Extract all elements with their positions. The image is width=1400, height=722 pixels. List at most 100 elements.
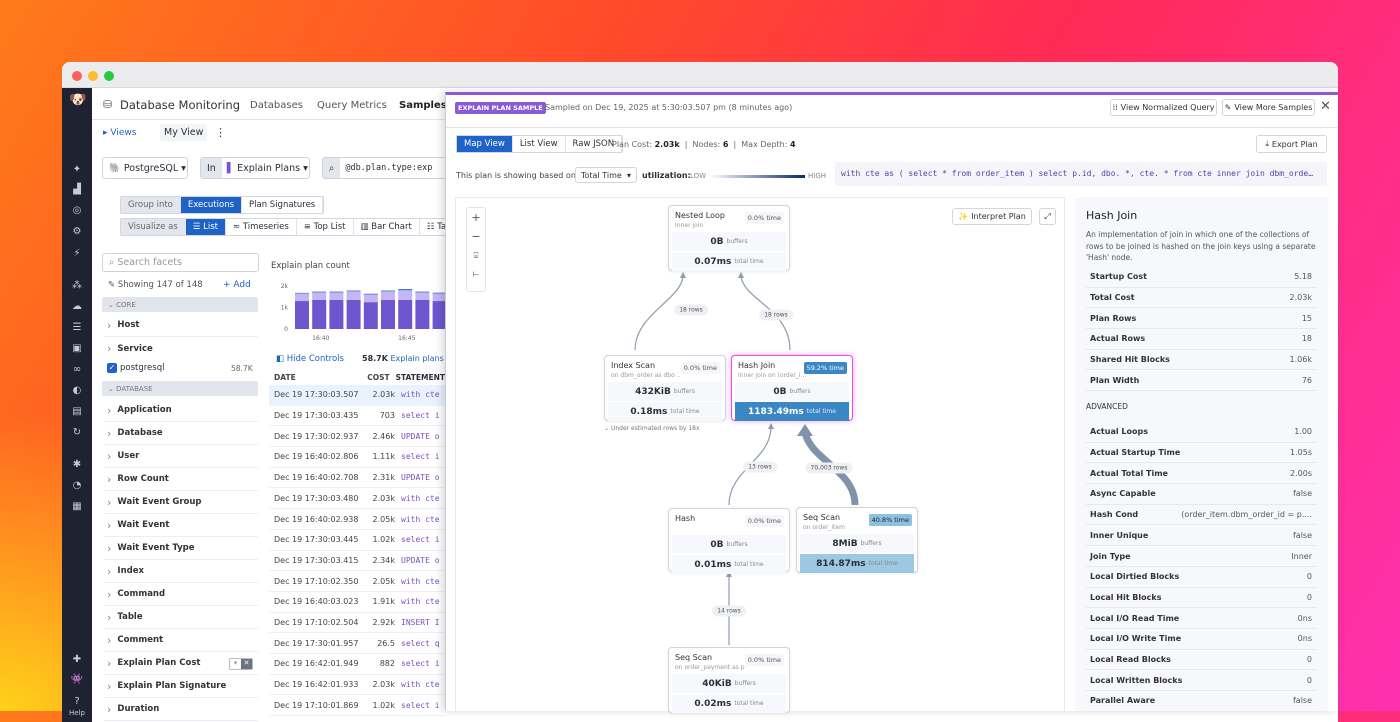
plan-node[interactable]: Hash Join Inner join on (order_i... 59.2… [731, 355, 853, 421]
avatar-icon[interactable]: 👾 [70, 674, 84, 685]
dataset-select[interactable]: In ▌ Explain Plans ▾ [200, 157, 310, 179]
viz-list[interactable]: ☰ List [185, 219, 226, 235]
logs-icon[interactable]: ☰ [72, 322, 82, 333]
clear-filter-icon[interactable]: ✕ [241, 659, 252, 669]
group-executions[interactable]: Executions [180, 197, 243, 213]
hide-controls-button[interactable]: ◧ Hide Controls [276, 354, 344, 364]
table-row[interactable]: Dec 19 17:30:03.507 2.03k with cte [269, 385, 445, 406]
table-row[interactable]: Dec 19 17:30:03.445 1.02k select i [269, 530, 445, 551]
bar-segment[interactable] [415, 291, 430, 293]
facet-search-input[interactable]: ⌕ Search facets [102, 253, 259, 272]
close-window-button[interactable] [72, 71, 82, 81]
my-view-button[interactable]: My View [160, 124, 208, 141]
fit-view-icon[interactable]: ⌻ [473, 251, 479, 260]
viz-bar-chart[interactable]: ▥ Bar Chart [354, 219, 420, 235]
bar-segment[interactable] [295, 301, 309, 329]
table-row[interactable]: Dec 19 17:10:02.504 2.92k INSERT I [269, 613, 445, 634]
link-icon[interactable]: ∞ [72, 364, 82, 375]
infra-icon[interactable]: ⁂ [72, 280, 82, 291]
table-row[interactable]: Dec 19 16:40:02.806 1.11k select i [269, 447, 445, 468]
tab-map-view[interactable]: Map View [457, 136, 513, 152]
view-more-samples-button[interactable]: ✎ View More Samples [1222, 99, 1315, 116]
more-options-button[interactable]: ⋮ [215, 126, 226, 139]
synthetics-icon[interactable]: ↻ [72, 427, 82, 438]
cloud-icon[interactable]: ☁ [72, 301, 82, 312]
table-row[interactable]: Dec 19 17:30:01.957 26.5 select q [269, 633, 445, 655]
bar-segment[interactable] [312, 291, 327, 293]
section-core[interactable]: ⌄ CORE [102, 297, 258, 312]
target-icon[interactable]: ◎ [72, 205, 82, 216]
tab-databases[interactable]: Databases [250, 100, 303, 111]
fullscreen-icon[interactable]: ⤢ [1039, 208, 1056, 225]
bar-segment[interactable] [329, 291, 344, 293]
col-statement[interactable]: STATEMENT [395, 373, 445, 383]
table-row[interactable]: Dec 19 16:40:03.023 1.91k with cte [269, 592, 445, 613]
bolt-icon[interactable]: ⚡ [73, 248, 81, 259]
bar-segment[interactable] [415, 299, 430, 329]
bar-segment[interactable] [398, 299, 413, 329]
plan-node[interactable]: Index Scan on dbm_order as dbo ... 0.0% … [604, 355, 726, 421]
bar-segment[interactable] [346, 291, 361, 300]
bar-segment[interactable] [432, 293, 445, 302]
viz-top-list[interactable]: ≡ Top List [297, 219, 354, 235]
minimize-window-button[interactable] [88, 71, 98, 81]
plan-map-canvas[interactable] [455, 197, 1065, 711]
table-row[interactable]: Dec 19 16:40:02.708 2.31k UPDATE o [269, 468, 445, 489]
facet-service[interactable]: Service [104, 337, 258, 360]
bug-icon[interactable]: ✱ [72, 459, 82, 470]
viz-timeseries[interactable]: ≈ Timeseries [226, 219, 297, 235]
chart-icon[interactable]: ▟ [73, 184, 81, 195]
bar-segment[interactable] [346, 290, 361, 292]
section-database[interactable]: ⌄ DATABASE [102, 381, 258, 396]
plan-node[interactable]: Hash 0.0% time 0B buffers 0.01ms total tim… [668, 508, 790, 574]
bar-segment[interactable] [398, 289, 413, 291]
export-plan-button[interactable]: ⤓ Export Plan [1256, 135, 1327, 153]
close-panel-icon[interactable]: ✕ [1320, 99, 1331, 114]
table-row[interactable]: Dec 19 16:40:02.938 2.05k with cte [269, 509, 445, 530]
bar-segment[interactable] [381, 291, 395, 300]
bar-segment[interactable] [346, 299, 361, 329]
bar-segment[interactable] [329, 299, 344, 329]
tab-samples[interactable]: Samples [399, 100, 447, 111]
table-row[interactable]: Dec 19 17:30:03.415 2.34k UPDATE o [269, 551, 445, 572]
table-row[interactable]: Dec 19 16:42:01.933 2.03k with cte [269, 675, 445, 696]
gauge-icon[interactable]: ◔ [72, 480, 82, 491]
views-button[interactable]: ▸ Views [103, 128, 137, 138]
security-icon[interactable]: ◐ [72, 385, 82, 396]
notebook-icon[interactable]: ▦ [72, 501, 82, 512]
maximize-window-button[interactable] [104, 71, 114, 81]
zoom-in-icon[interactable]: + [471, 211, 481, 224]
search-input[interactable]: ⌕ @db.plan.type:exp [322, 157, 452, 179]
search-logs-icon[interactable]: ▤ [72, 406, 82, 417]
dog-logo-icon[interactable]: 🐶 [69, 92, 87, 108]
dashboard-icon[interactable]: ▣ [72, 343, 82, 354]
list-count-link[interactable]: Explain plans fo [390, 354, 455, 363]
metric-select[interactable]: Total Time ▾ [575, 167, 637, 183]
bar-segment[interactable] [381, 299, 395, 329]
zoom-out-icon[interactable]: − [471, 230, 481, 243]
help-icon[interactable]: ? [74, 696, 80, 707]
plan-node[interactable]: Seq Scan on order_payment as p 0.0% time… [668, 647, 790, 713]
sparkle-icon[interactable]: ✦ [72, 164, 82, 175]
interpret-plan-button[interactable]: ✨ Interpret Plan [952, 208, 1032, 225]
bar-segment[interactable] [295, 293, 309, 302]
table-row[interactable]: Dec 19 16:42:01.949 882 select i [269, 654, 445, 675]
bar-segment[interactable] [415, 292, 430, 300]
col-date[interactable]: DATE [274, 373, 296, 383]
service-checkbox[interactable]: ✓ [107, 363, 117, 373]
bar-segment[interactable] [312, 299, 327, 329]
group-plan-signatures[interactable]: Plan Signatures [242, 197, 324, 213]
bar-segment[interactable] [363, 293, 378, 295]
plan-node[interactable]: Seq Scan on order_item 40.8% time 8MiB bu… [796, 507, 918, 573]
table-row[interactable]: Dec 19 17:30:03.435 703 select i [269, 406, 445, 427]
bar-segment[interactable] [432, 301, 445, 329]
bar-segment[interactable] [432, 292, 445, 294]
table-row[interactable]: Dec 19 17:30:03.480 2.03k with cte [269, 489, 445, 510]
add-facet-button[interactable]: + Add [223, 280, 251, 290]
table-row[interactable]: Dec 19 17:30:02.937 2.46k UPDATE o [269, 426, 445, 448]
facet-filter-control[interactable]: ▾ ✕ [229, 658, 253, 670]
col-cost[interactable]: COST [367, 373, 390, 383]
plan-node[interactable]: Nested Loop Inner join 0.0% time 0B buffe… [668, 205, 790, 271]
bar-segment[interactable] [312, 292, 327, 300]
bar-segment[interactable] [363, 302, 378, 329]
